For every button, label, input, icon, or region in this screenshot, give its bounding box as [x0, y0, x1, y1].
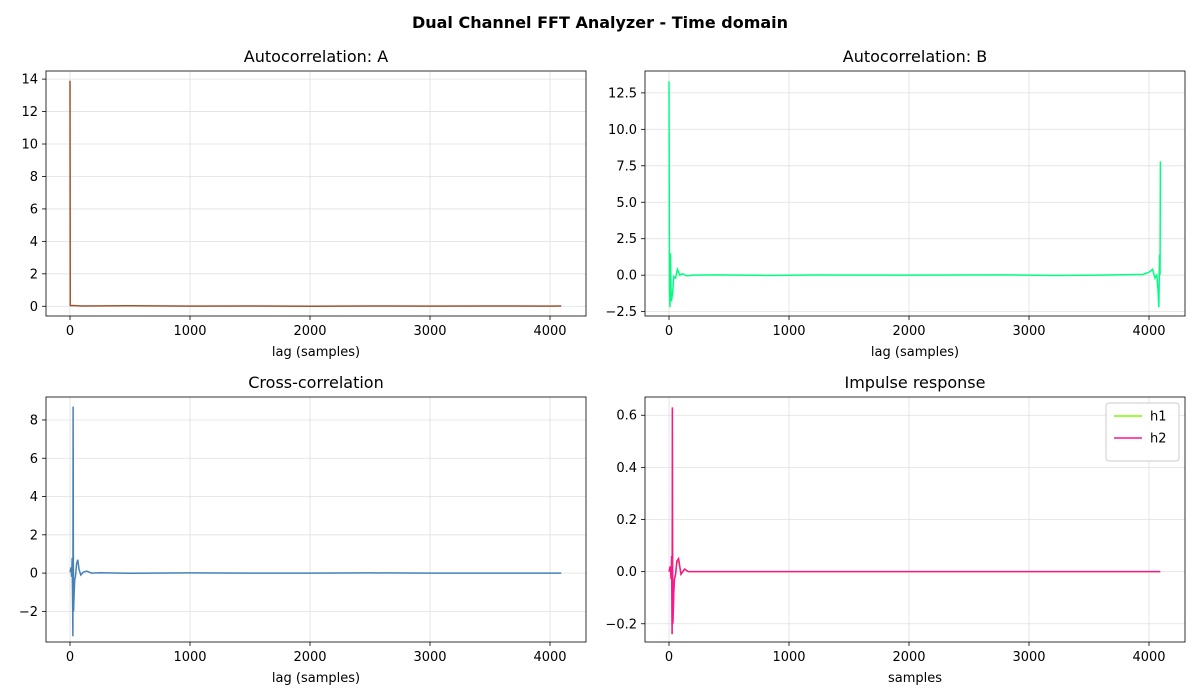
x-tick-label: 4000 — [1132, 650, 1165, 665]
y-tick-label: 0.2 — [616, 513, 637, 528]
y-tick-label: −2.5 — [605, 305, 637, 320]
x-tick-label: 1000 — [173, 650, 206, 665]
y-tick-label: 0 — [30, 567, 38, 582]
y-tick-label: 12 — [21, 105, 38, 120]
y-tick-label: 8 — [30, 413, 38, 428]
y-tick-label: 5.0 — [616, 196, 637, 211]
y-tick-label: 10.0 — [608, 123, 637, 138]
chart-panel-1: Autocorrelation: A 0 1000 2000 3000 4000 0 2 4 6 8… — [21, 47, 587, 360]
series-line-h2 — [668, 407, 1161, 635]
x-tick-label: 3000 — [413, 324, 446, 339]
panel-title: Impulse response — [845, 373, 986, 392]
x-tick-label: 2000 — [293, 650, 326, 665]
axes-frame — [45, 70, 587, 317]
y-tick-label: 4 — [30, 235, 38, 250]
panel-title: Cross-correlation — [248, 373, 383, 392]
panel-title: Autocorrelation: A — [244, 47, 388, 66]
x-axis-label: lag (samples) — [871, 345, 959, 360]
y-tick-label: 6 — [30, 452, 38, 467]
series-line-series-1 — [69, 406, 562, 637]
y-tick-label: 12.5 — [608, 86, 637, 101]
y-tick-label: 0.0 — [616, 269, 637, 284]
x-tick-label: 3000 — [413, 650, 446, 665]
x-axis-label: samples — [888, 671, 942, 686]
x-tick-label: 3000 — [1012, 324, 1045, 339]
legend-label-h1: h1 — [1150, 410, 1167, 425]
chart-panel-4: Impulse response 0 1000 2000 3000 4000 −0.2 0.0… — [605, 373, 1186, 686]
y-tick-label: 0.0 — [616, 565, 637, 580]
y-tick-label: 0 — [30, 300, 38, 315]
x-tick-label: 1000 — [772, 650, 805, 665]
x-tick-label: 2000 — [892, 324, 925, 339]
chart-panel-2: Autocorrelation: B 0 1000 2000 3000 4000 −2.5 0… — [605, 47, 1186, 360]
y-tick-label: 2.5 — [616, 232, 637, 247]
panel-title: Autocorrelation: B — [843, 47, 987, 66]
series-line-h1 — [668, 410, 1161, 635]
axes-frame — [45, 396, 587, 643]
x-tick-label: 4000 — [533, 650, 566, 665]
y-tick-label: 8 — [30, 170, 38, 185]
x-tick-label: 2000 — [892, 650, 925, 665]
y-tick-label: −0.2 — [605, 617, 637, 632]
x-tick-label: 3000 — [1012, 650, 1045, 665]
x-tick-label: 0 — [66, 324, 74, 339]
series-line-series-1 — [69, 80, 562, 308]
y-tick-label: 10 — [21, 138, 38, 153]
x-tick-label: 0 — [665, 324, 673, 339]
figure-title: Dual Channel FFT Analyzer - Time domain — [412, 13, 788, 32]
x-axis-label: lag (samples) — [272, 345, 360, 360]
x-tick-label: 2000 — [293, 324, 326, 339]
y-tick-label: 14 — [21, 73, 38, 88]
legend-box — [1105, 402, 1180, 462]
x-tick-label: 1000 — [772, 324, 805, 339]
y-tick-label: 0.6 — [616, 409, 637, 424]
axes-frame — [644, 70, 1186, 317]
chart-panel-3: Cross-correlation 0 1000 2000 3000 4000 −2 0 2 4 6… — [19, 373, 587, 686]
y-tick-label: 6 — [30, 202, 38, 217]
x-tick-label: 4000 — [533, 324, 566, 339]
x-tick-label: 0 — [66, 650, 74, 665]
y-tick-label: 0.4 — [616, 461, 637, 476]
y-tick-label: 7.5 — [616, 159, 637, 174]
x-tick-label: 1000 — [173, 324, 206, 339]
y-tick-label: 2 — [30, 528, 38, 543]
x-tick-label: 0 — [665, 650, 673, 665]
y-tick-label: 4 — [30, 490, 38, 505]
x-axis-label: lag (samples) — [272, 671, 360, 686]
y-tick-label: 2 — [30, 267, 38, 282]
series-line-series-1 — [668, 81, 1162, 308]
legend-label-h2: h2 — [1150, 432, 1167, 447]
x-tick-label: 4000 — [1132, 324, 1165, 339]
y-tick-label: −2 — [19, 605, 38, 620]
